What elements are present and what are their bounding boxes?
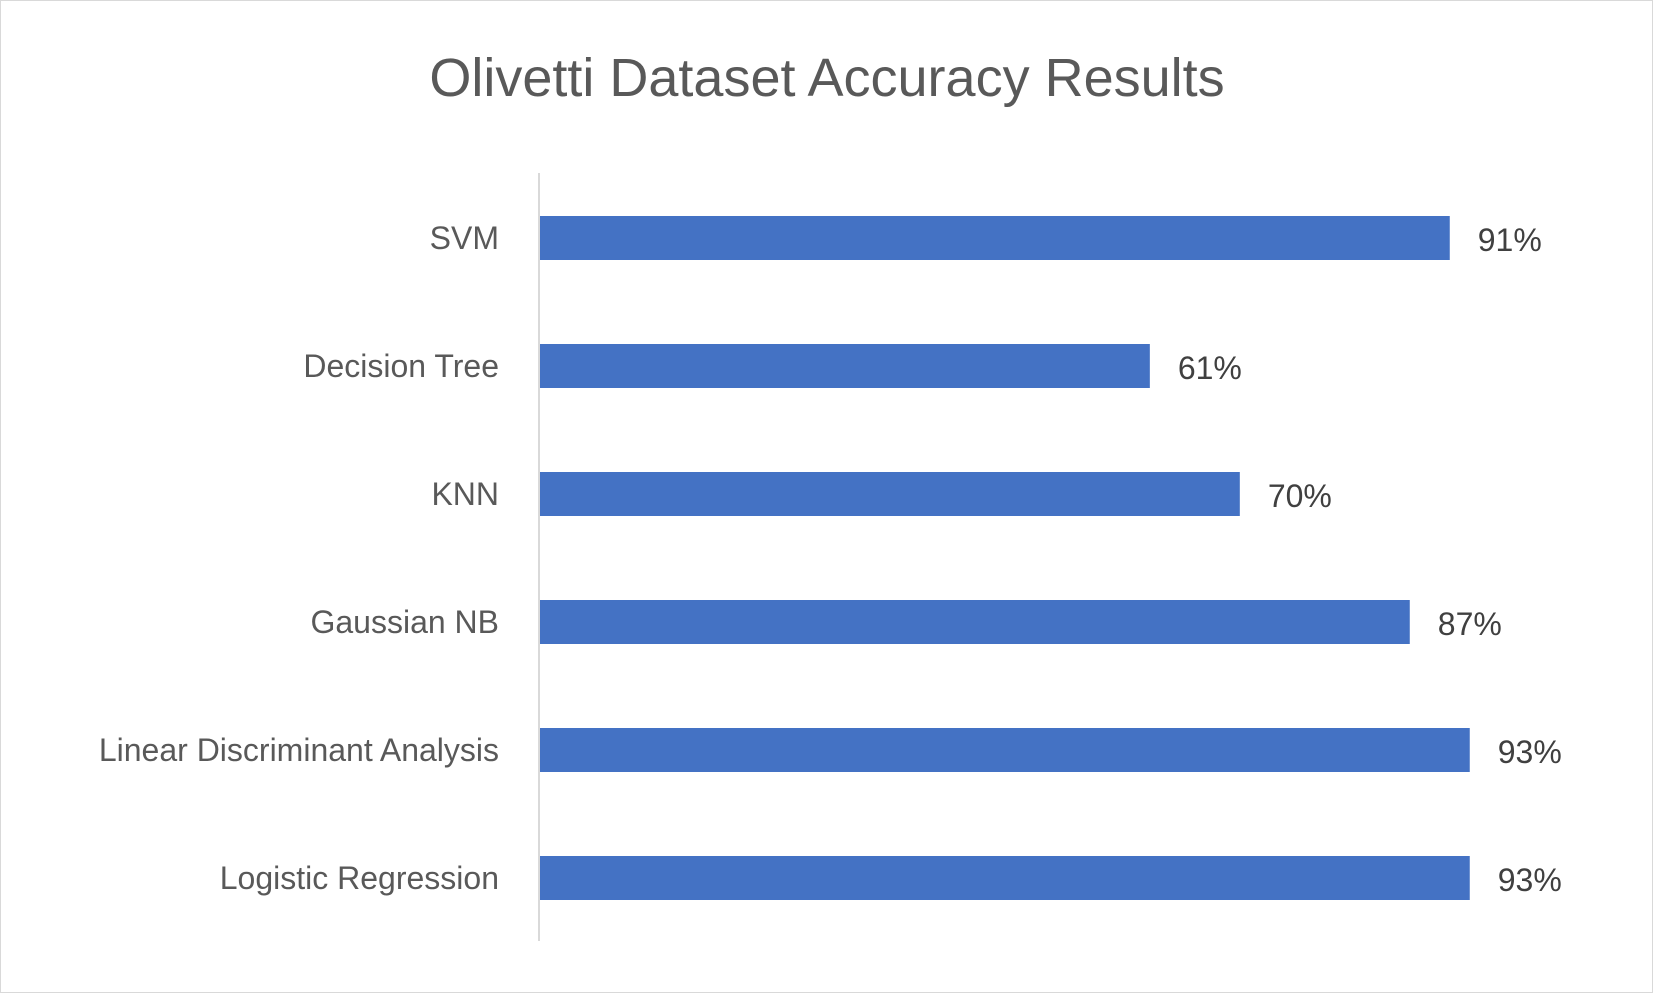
bar-3 [540,600,1410,644]
category-label-1: Decision Tree [303,348,499,384]
data-label-4: 93% [1498,734,1562,770]
bar-1 [540,344,1150,388]
bar-4 [540,728,1470,772]
data-label-5: 93% [1498,862,1562,898]
bar-5 [540,856,1470,900]
category-label-0: SVM [430,220,499,256]
data-label-0: 91% [1478,222,1542,258]
data-label-1: 61% [1178,350,1242,386]
chart-title: Olivetti Dataset Accuracy Results [429,48,1224,108]
category-label-3: Gaussian NB [310,604,499,640]
data-label-3: 87% [1438,606,1502,642]
category-label-2: KNN [431,476,499,512]
category-label-5: Logistic Regression [220,860,499,896]
category-label-4: Linear Discriminant Analysis [99,732,499,768]
bars-group: SVM 91% Decision Tree 61% KNN 70% Gaussian NB 8… [99,216,1562,900]
data-label-2: 70% [1268,478,1332,514]
bar-0 [540,216,1450,260]
bar-2 [540,472,1240,516]
